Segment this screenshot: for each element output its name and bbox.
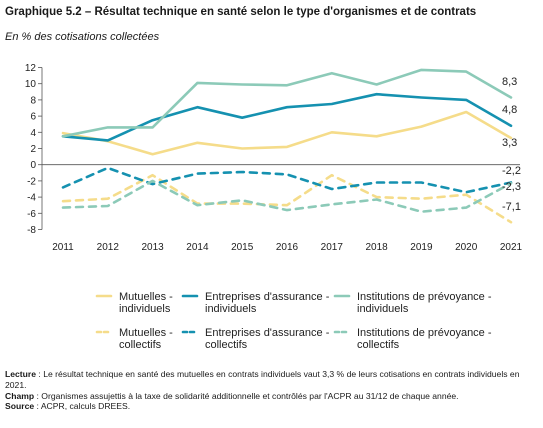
x-tick-label: 2019 <box>410 242 433 253</box>
chart-notes: Lecture : Le résultat technique en santé… <box>5 369 538 412</box>
legend-label: Entreprises d'assurance - <box>205 291 330 303</box>
legend-label: Mutuelles - <box>119 291 173 303</box>
series-end-label: -2,3 <box>502 181 521 193</box>
x-tick-label: 2012 <box>97 242 120 253</box>
chart-end-labels: 3,3 4,8 8,3 -7,1 -2,2 -2,3 <box>502 76 521 213</box>
note-source: Source : ACPR, calculs DREES. <box>5 401 538 412</box>
y-tick-label: 0 <box>30 160 36 171</box>
legend-label: individuels <box>119 303 171 315</box>
x-tick-label: 2021 <box>500 242 523 253</box>
series-line-5 <box>61 166 513 194</box>
legend-label: individuels <box>357 303 409 315</box>
note-source-text: : ACPR, calculs DREES. <box>34 401 131 412</box>
x-tick-label: 2017 <box>321 242 344 253</box>
y-tick-label: -8 <box>27 225 36 236</box>
legend-label: collectifs <box>119 339 162 351</box>
legend-label: collectifs <box>357 339 400 351</box>
y-tick-label: 6 <box>30 112 36 123</box>
note-champ-text: : Organismes assujettis à la taxe de sol… <box>34 390 459 401</box>
series-end-label: -7,1 <box>502 201 521 213</box>
y-tick-label: 12 <box>25 63 37 74</box>
legend-label: Entreprises d'assurance - <box>205 327 330 339</box>
series-end-label: -2,2 <box>502 165 521 177</box>
legend-label: Institutions de prévoyance - <box>357 291 492 303</box>
chart-axes: 12 10 8 6 4 2 0 -2 -4 -6 -8 2011 2012 2013 2014 2015 201… <box>25 63 523 253</box>
note-source-label: Source <box>5 401 35 412</box>
x-tick-label: 2018 <box>365 242 388 253</box>
note-lecture-label: Lecture <box>5 369 37 379</box>
x-tick-label: 2013 <box>141 242 164 253</box>
x-tick-label: 2020 <box>455 242 478 253</box>
x-tick-label: 2016 <box>276 242 299 253</box>
series-line-2 <box>61 92 513 142</box>
chart-subtitle: En % des cotisations collectées <box>5 31 160 43</box>
y-tick-label: 4 <box>30 128 36 139</box>
note-champ-label: Champ <box>5 390 35 401</box>
note-lecture-text: : Le résultat technique en santé des mut… <box>5 369 520 390</box>
y-tick-label: 2 <box>30 144 36 155</box>
series-line-1 <box>61 110 513 156</box>
legend-label: Mutuelles - <box>119 327 173 339</box>
x-tick-label: 2014 <box>186 242 209 253</box>
line-chart: 12 10 8 6 4 2 0 -2 -4 -6 -8 2011 2012 2013 2014 2015 201… <box>25 63 523 351</box>
legend-label: individuels <box>205 303 257 315</box>
y-tick-label: 8 <box>30 95 36 106</box>
legend-label: collectifs <box>205 339 248 351</box>
note-lecture: Lecture : Le résultat technique en santé… <box>5 369 538 391</box>
note-champ: Champ : Organismes assujettis à la taxe … <box>5 391 538 402</box>
y-tick-label: -6 <box>27 209 36 220</box>
chart-series <box>61 68 513 224</box>
series-line-4 <box>61 173 513 224</box>
series-end-label: 8,3 <box>502 76 517 88</box>
y-tick-label: -4 <box>27 193 36 204</box>
series-line-3 <box>61 68 513 138</box>
legend-label: Institutions de prévoyance - <box>357 327 492 339</box>
series-line-6 <box>61 179 513 213</box>
y-tick-label: -2 <box>27 176 36 187</box>
series-end-label: 3,3 <box>502 137 517 149</box>
series-end-label: 4,8 <box>502 104 517 116</box>
y-tick-label: 10 <box>25 79 37 90</box>
chart-title: Graphique 5.2 – Résultat technique en sa… <box>5 6 477 18</box>
x-tick-label: 2015 <box>231 242 254 253</box>
x-tick-label: 2011 <box>52 242 74 253</box>
